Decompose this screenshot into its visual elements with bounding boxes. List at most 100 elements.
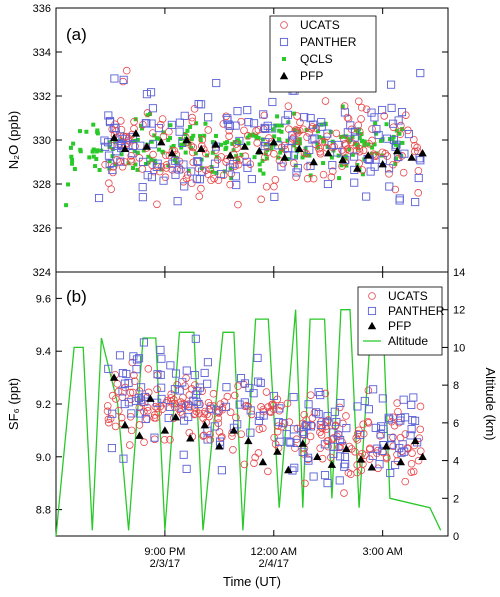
ucats-marker — [232, 140, 241, 148]
ucats-marker — [167, 394, 175, 402]
panther-marker — [350, 178, 359, 187]
panther-marker — [156, 345, 165, 354]
legend-label: PANTHER — [388, 304, 445, 318]
ucats-marker — [188, 113, 196, 122]
qcls-marker — [202, 133, 207, 138]
panther-marker — [373, 444, 382, 453]
pfp-marker — [226, 151, 235, 159]
y-tick-label: 9.0 — [36, 452, 51, 464]
qcls-marker — [360, 139, 365, 144]
panther-marker — [178, 378, 187, 387]
qcls-marker — [261, 171, 266, 176]
panther-marker — [366, 167, 375, 176]
qcls-marker — [145, 113, 150, 118]
panther-marker — [192, 174, 201, 183]
ucats-marker — [125, 441, 134, 449]
qcls-marker — [359, 132, 364, 137]
qcls-marker — [130, 165, 135, 170]
ucats-marker — [117, 413, 126, 422]
panther-marker — [287, 136, 297, 145]
panther-marker — [148, 104, 157, 113]
panther-marker — [364, 405, 373, 414]
panther-marker — [350, 127, 359, 136]
panther-marker — [340, 108, 349, 117]
pfp-marker — [273, 447, 282, 455]
panther-marker — [175, 127, 184, 136]
panther-marker — [192, 397, 201, 406]
pfp-marker — [211, 140, 220, 148]
qcls-marker — [347, 147, 352, 152]
pfp-marker — [327, 460, 337, 468]
panel-b-ticks: 8.8 9.0 9.2 9.4 9.6 0 2 4 6 8 10 12 14 9:00 PM2/3/17 1… — [36, 267, 466, 570]
pfp-marker — [229, 426, 239, 434]
x-axis-label: Time (UT) — [223, 574, 281, 589]
panther-marker — [180, 416, 189, 425]
panther-marker — [245, 383, 254, 393]
qcls-marker — [264, 156, 269, 161]
ucats-marker — [162, 161, 171, 169]
ucats-marker — [344, 469, 353, 477]
panther-marker — [168, 159, 177, 168]
qcls-marker — [347, 139, 352, 144]
panther-marker — [235, 400, 244, 409]
panther-marker — [370, 113, 379, 122]
ucats-marker — [269, 401, 278, 410]
qcls-marker — [340, 104, 345, 109]
ucats-marker — [122, 66, 131, 75]
panther-marker — [299, 430, 308, 439]
qcls-marker — [322, 139, 327, 144]
panther-marker — [191, 334, 200, 343]
qcls-marker — [394, 156, 399, 161]
ucats-marker — [130, 371, 138, 379]
panther-marker — [182, 464, 191, 473]
qcls-marker — [93, 164, 98, 169]
qcls-marker — [308, 173, 313, 178]
ucats-marker — [225, 126, 233, 135]
qcls-marker — [66, 182, 71, 187]
qcls-marker — [71, 141, 76, 146]
qcls-marker — [315, 145, 320, 150]
ucats-marker — [263, 148, 272, 156]
qcls-marker — [87, 155, 92, 160]
ucats-marker — [189, 143, 198, 152]
panther-marker — [240, 379, 249, 388]
pfp-marker — [135, 431, 144, 439]
ucats-marker — [187, 142, 196, 150]
pfp-marker — [157, 138, 166, 146]
ucats-marker — [300, 149, 309, 157]
qcls-marker — [362, 139, 367, 144]
qcls-marker — [94, 149, 99, 154]
qcls-marker — [133, 117, 138, 122]
panther-marker — [175, 386, 184, 395]
panther-marker — [100, 136, 109, 145]
qcls-marker — [179, 142, 184, 147]
panther-marker — [154, 124, 164, 133]
ucats-marker — [340, 102, 349, 110]
ucats-marker — [357, 103, 366, 112]
pfp-marker — [160, 426, 170, 434]
ucats-marker — [234, 200, 242, 209]
ucats-marker — [416, 425, 425, 434]
ucats-marker — [109, 168, 117, 177]
panther-marker — [346, 121, 355, 130]
qcls-marker — [223, 147, 228, 152]
qcls-marker — [279, 129, 284, 134]
ucats-marker — [117, 117, 125, 125]
qcls-marker — [339, 163, 344, 168]
ucats-marker — [182, 401, 190, 409]
panther-marker — [153, 370, 162, 379]
qcls-marker — [168, 136, 173, 141]
pfp-marker — [378, 160, 387, 168]
panther-marker — [378, 446, 387, 455]
ucats-marker — [127, 151, 135, 160]
panther-marker — [104, 364, 113, 373]
panther-marker — [270, 192, 279, 201]
panther-marker — [399, 395, 408, 404]
panther-marker — [203, 358, 212, 367]
ucats-marker — [143, 406, 152, 415]
panther-marker — [277, 162, 286, 171]
ucats-marker — [397, 121, 405, 130]
panther-marker — [395, 196, 404, 205]
panther-marker — [206, 404, 215, 413]
